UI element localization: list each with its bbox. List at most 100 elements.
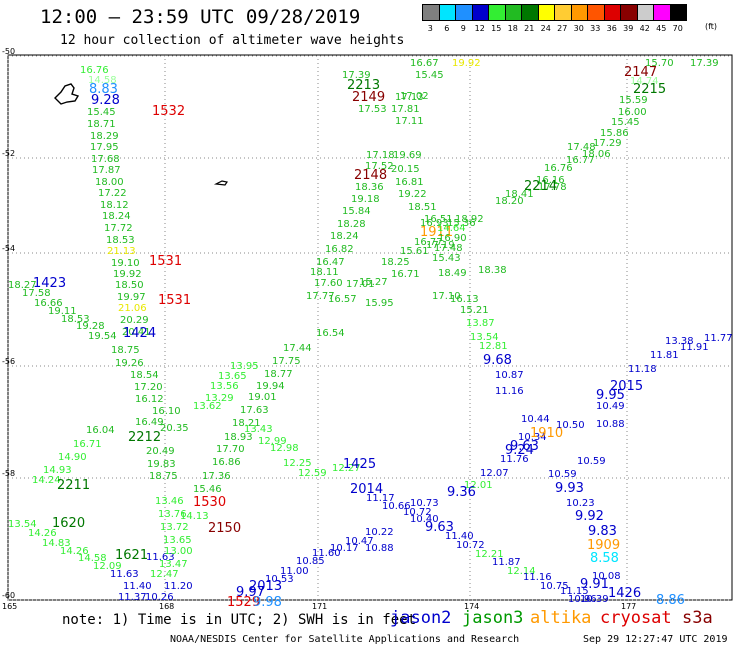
wave-height-value: 18.24 bbox=[102, 211, 131, 222]
wave-height-value: 13.76 bbox=[158, 509, 187, 520]
legend-label: 36 bbox=[606, 24, 617, 33]
wave-height-value: 17.75 bbox=[272, 356, 301, 367]
pass-time-label: 9.91 bbox=[580, 577, 609, 592]
legend-label: 21 bbox=[524, 24, 535, 33]
wave-height-value: 19.92 bbox=[452, 58, 481, 69]
wave-height-value: 17.72 bbox=[104, 223, 133, 234]
pass-time-label: 9.63 bbox=[425, 520, 454, 535]
wave-height-value: 20.49 bbox=[146, 446, 175, 457]
wave-height-value: 14.83 bbox=[42, 538, 71, 549]
wave-height-value: 16.57 bbox=[328, 294, 357, 305]
wave-height-value: 16.51 bbox=[424, 214, 453, 225]
wave-height-value: 17.10 bbox=[432, 291, 461, 302]
wave-height-value: 18.24 bbox=[330, 231, 359, 242]
wave-height-value: 10.34 bbox=[518, 432, 547, 443]
legend-label: 15 bbox=[491, 24, 502, 33]
wave-height-value: 16.47 bbox=[316, 257, 345, 268]
pass-time-label: 1531 bbox=[149, 254, 182, 269]
wave-height-value: 17.58 bbox=[22, 288, 51, 299]
wave-height-value: 17.52 bbox=[365, 161, 394, 172]
wave-height-value: 13.00 bbox=[164, 546, 193, 557]
pass-time-label: 8.83 bbox=[89, 82, 118, 97]
wave-height-value: 16.00 bbox=[618, 107, 647, 118]
wave-height-value: 19.94 bbox=[256, 381, 285, 392]
wave-height-value: 10.53 bbox=[265, 574, 294, 585]
footnote: note: 1) Time is in UTC; 2) SWH is in fe… bbox=[62, 612, 417, 628]
pass-time-label: 2150 bbox=[208, 521, 241, 536]
wave-height-value: 18.54 bbox=[130, 370, 159, 381]
wave-height-value: 15.61 bbox=[400, 246, 429, 257]
legend-label: 6 bbox=[444, 24, 450, 33]
sat-s3a: s3a bbox=[682, 608, 713, 628]
legend-label: 24 bbox=[540, 24, 551, 33]
wave-height-value: 10.88 bbox=[596, 419, 625, 430]
wave-height-value: 16.13 bbox=[450, 294, 479, 305]
wave-height-value: 19.11 bbox=[48, 306, 77, 317]
legend-entry: 12 bbox=[471, 4, 489, 34]
wave-height-value: 13.62 bbox=[193, 401, 222, 412]
observations: 16.7614.588.839.2815.4518.7118.2917.9517… bbox=[8, 58, 733, 610]
wave-height-value: 18.92 bbox=[455, 214, 484, 225]
latitude-label: -60 bbox=[2, 591, 15, 600]
pass-time-label: 1621 bbox=[115, 548, 148, 563]
wave-height-value: 17.36 bbox=[202, 471, 231, 482]
map-subtitle: 12 hour collection of altimeter wave hei… bbox=[60, 33, 405, 48]
wave-height-value: 17.44 bbox=[283, 343, 312, 354]
wave-height-value: 13.43 bbox=[244, 424, 273, 435]
wave-height-value: 21.13 bbox=[107, 246, 136, 257]
axis-labels: -50 -52 -54 -56 -58 -60 165 168 171 174 177 bbox=[2, 47, 636, 611]
pass-time-label: 8.86 bbox=[656, 593, 685, 608]
wave-height-value: 16.12 bbox=[135, 394, 164, 405]
wave-height-value: 17.19 bbox=[426, 240, 455, 251]
wave-height-value: 12.81 bbox=[479, 341, 508, 352]
wave-height-value: 10.40 bbox=[410, 514, 439, 525]
pass-time-label: 1424 bbox=[123, 326, 156, 341]
wave-height-value: 10.22 bbox=[365, 527, 394, 538]
wave-height-value: 15.59 bbox=[619, 95, 648, 106]
wave-height-value: 11.17 bbox=[366, 493, 395, 504]
wave-height-value: 16.04 bbox=[86, 425, 115, 436]
wave-height-value: 14.13 bbox=[180, 511, 209, 522]
pass-time-label: 9.98 bbox=[253, 595, 282, 610]
pass-time-label: 1423 bbox=[33, 276, 66, 291]
wave-height-value: 18.20 bbox=[495, 196, 524, 207]
pass-time-label: 8.58 bbox=[590, 551, 619, 566]
wave-height-value: 15.84 bbox=[342, 206, 371, 217]
wave-height-value: 17.02 bbox=[400, 91, 429, 102]
legend-entry: 70 bbox=[669, 4, 687, 34]
wave-height-value: 11.15 bbox=[560, 586, 589, 597]
pass-time-label: 9.95 bbox=[596, 388, 625, 403]
pass-time-label: 2212 bbox=[128, 430, 161, 445]
legend-label: 9 bbox=[460, 24, 466, 33]
wave-height-value: 12.21 bbox=[475, 549, 504, 560]
wave-height-value: 12.09 bbox=[93, 561, 122, 572]
latitude-label: -58 bbox=[2, 469, 15, 478]
wave-height-value: 13.65 bbox=[218, 371, 247, 382]
wave-height-value: 13.54 bbox=[8, 519, 37, 530]
wave-height-value: 20.41 bbox=[122, 327, 151, 338]
wave-height-value: 19.97 bbox=[117, 292, 146, 303]
wave-height-value: 18.11 bbox=[310, 267, 339, 278]
wave-height-value: 17.53 bbox=[358, 104, 387, 115]
legend-label: 18 bbox=[507, 24, 518, 33]
wave-height-value: 15.70 bbox=[645, 58, 674, 69]
pass-time-label: 9.63 bbox=[510, 439, 539, 454]
wave-height-value: 14.93 bbox=[43, 465, 72, 476]
wave-height-value: 17.13 bbox=[395, 92, 424, 103]
legend-entry: 24 bbox=[537, 4, 555, 34]
wave-height-value: 17.18 bbox=[366, 150, 395, 161]
wave-height-value: 11.91 bbox=[680, 342, 709, 353]
wave-height-value: 16.77 bbox=[414, 237, 443, 248]
wave-height-value: 11.76 bbox=[500, 454, 529, 465]
wave-height-value: 16.66 bbox=[34, 298, 63, 309]
wave-height-value: 15.95 bbox=[365, 298, 394, 309]
legend-label: 33 bbox=[590, 24, 601, 33]
longitude-label: 171 bbox=[312, 602, 327, 611]
pass-time-label: 1531 bbox=[158, 293, 191, 308]
wave-height-value: 16.54 bbox=[316, 328, 345, 339]
pass-time-label: 2148 bbox=[354, 168, 387, 183]
wave-height-value: 11.16 bbox=[523, 572, 552, 583]
wave-height-value: 14.64 bbox=[437, 223, 466, 234]
pass-time-label: 2215 bbox=[633, 82, 666, 97]
wave-height-value: 18.06 bbox=[582, 149, 611, 160]
